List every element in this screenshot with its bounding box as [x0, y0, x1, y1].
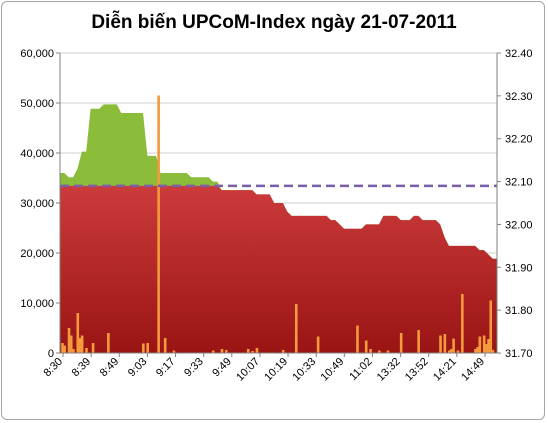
x-tick-label: 9:17	[154, 356, 178, 380]
volume-bar	[439, 335, 442, 353]
volume-bar	[378, 350, 381, 353]
x-axis-ticks: 8:30 8:39 8:49 9:03 9:17 9:33 9:49 10:07 10:19 10…	[41, 353, 487, 384]
x-tick-label: 10:33	[290, 356, 318, 384]
x-tick-label: 8:49	[98, 356, 122, 380]
volume-bar	[172, 350, 176, 353]
x-tick-label: 14:49	[459, 356, 487, 384]
right-tick-label: 31.80	[505, 305, 533, 317]
volume-bar	[72, 349, 75, 353]
x-tick-label: 14:21	[431, 356, 459, 384]
x-tick-label: 11:02	[347, 356, 374, 383]
volume-bar	[67, 328, 71, 353]
x-tick-label: 9:33	[182, 356, 206, 380]
volume-bar	[255, 348, 259, 353]
volume-bar	[157, 95, 160, 353]
x-tick-label: 8:39	[70, 356, 94, 380]
left-tick-label: 0	[48, 348, 54, 360]
index-area-below-reference	[60, 185, 497, 353]
volume-bar	[246, 349, 250, 353]
volume-bar	[69, 335, 73, 353]
volume-bar	[450, 349, 453, 353]
left-tick-label: 60,000	[20, 48, 54, 60]
volume-bar	[163, 338, 167, 353]
left-axis-ticks: 0 10,000 20,000 30,000 40,000 50,000 60,000	[20, 48, 60, 360]
volume-bar	[491, 350, 495, 353]
volume-bar	[316, 336, 320, 353]
right-tick-label: 32.00	[505, 219, 533, 231]
volume-bar	[478, 336, 482, 353]
x-tick-label: 10:49	[319, 356, 347, 384]
volume-bar	[142, 343, 145, 353]
chart-title: Diễn biến UPCoM-Index ngày 21-07-2011	[91, 11, 457, 33]
left-tick-label: 40,000	[20, 148, 54, 160]
volume-bar	[461, 294, 464, 353]
right-tick-label: 31.70	[505, 348, 533, 360]
volume-bar	[63, 345, 66, 353]
x-tick-label: 13:52	[403, 356, 431, 384]
volume-bar	[417, 330, 420, 353]
volume-bar	[399, 333, 403, 353]
volume-bar	[61, 343, 64, 353]
volume-bar	[251, 351, 254, 353]
volume-bar	[146, 343, 149, 353]
left-tick-label: 20,000	[20, 248, 54, 260]
volume-bar	[85, 348, 88, 353]
volume-bar	[225, 350, 228, 353]
volume-bar	[452, 338, 455, 353]
volume-bar	[487, 339, 490, 353]
volume-bar	[364, 340, 368, 353]
x-tick-label: 9:03	[126, 356, 150, 380]
volume-bar	[211, 350, 215, 353]
right-tick-label: 31.90	[505, 262, 533, 274]
volume-bar	[281, 350, 285, 353]
volume-bar	[356, 325, 359, 353]
x-tick-label: 10:07	[234, 356, 262, 384]
volume-bar	[78, 338, 82, 353]
volume-bar	[443, 334, 447, 353]
right-tick-label: 32.10	[505, 177, 533, 189]
left-tick-label: 50,000	[20, 98, 54, 110]
right-tick-label: 32.40	[505, 48, 533, 60]
volume-bar	[294, 304, 298, 353]
left-tick-label: 10,000	[20, 298, 54, 310]
volume-bar	[489, 300, 493, 353]
right-axis-ticks: 31.70 31.80 31.90 32.00 32.10 32.20 32.30 32.40	[497, 48, 533, 360]
plot-area	[60, 95, 497, 353]
x-tick-label: 9:49	[210, 356, 234, 380]
volume-bar	[485, 344, 488, 353]
volume-bar	[474, 349, 477, 353]
volume-bar	[220, 349, 224, 353]
volume-bar	[482, 335, 486, 353]
right-tick-label: 32.20	[505, 134, 533, 146]
right-tick-label: 32.30	[505, 91, 533, 103]
volume-bar	[76, 313, 80, 353]
x-tick-label: 13:32	[375, 356, 403, 384]
x-tick-label: 10:19	[262, 356, 290, 384]
volume-bar	[80, 335, 84, 353]
volume-bar	[456, 350, 460, 353]
volume-bar	[447, 350, 451, 353]
volume-bar	[91, 343, 95, 353]
left-tick-label: 30,000	[20, 198, 54, 210]
x-tick-label: 8:30	[41, 356, 65, 380]
volume-bar	[476, 347, 479, 353]
volume-bar	[386, 350, 390, 353]
volume-bar	[107, 333, 110, 353]
volume-bar	[369, 349, 372, 353]
